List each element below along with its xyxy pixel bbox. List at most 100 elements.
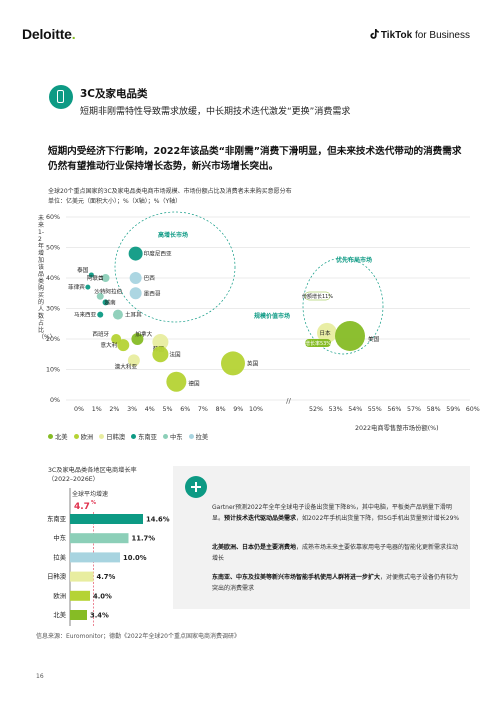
insight-1: Gartner预测2022年全年全球电子设备出货量下降8%，其中电脑，平板类产品… — [212, 504, 460, 522]
x-tick-label: 52% — [309, 406, 323, 413]
tiktok-logo: TikTok for Business — [370, 28, 470, 41]
avg-value: 4.7 — [74, 502, 90, 512]
bubble-point — [96, 292, 104, 300]
legend-swatch — [188, 434, 194, 439]
x-tick-label: 58% — [427, 406, 441, 413]
usa-value-label: 1,818 — [338, 299, 362, 308]
bubble-point — [131, 333, 144, 345]
point-label: 美国 — [368, 335, 380, 343]
bubble-point — [117, 339, 130, 352]
growth-tag-text: 增长率53% — [305, 340, 331, 347]
bar-value-label: 4.0% — [93, 592, 112, 600]
bar-chart-title: 3C及家电品类各地区电商增长率 （2022–2026E） — [48, 467, 137, 483]
bubble-point — [129, 287, 142, 300]
bar — [70, 552, 120, 563]
x-tick-label: 8% — [216, 406, 226, 413]
bubble-point — [152, 346, 169, 363]
growth-tag — [305, 339, 331, 347]
point-label: 印度尼西亚 — [144, 250, 172, 258]
x-tick-label: 9% — [233, 406, 243, 413]
point-label: 马来西亚 — [74, 311, 97, 319]
x-tick-label: 54% — [348, 406, 362, 413]
bar-value-label: 10.0% — [123, 554, 147, 562]
share-tag — [304, 291, 331, 301]
bubble-point — [97, 311, 104, 318]
bar-value-label: 11.7% — [132, 535, 156, 543]
zone-high-growth — [114, 211, 236, 323]
point-label: 法国 — [169, 350, 181, 358]
legend-item: 北美 — [48, 434, 68, 441]
point-label: 越南 — [105, 298, 117, 306]
x-tick-label: 57% — [407, 406, 421, 413]
bubble-point — [112, 309, 123, 320]
legend-label: 日韩澳 — [106, 434, 126, 441]
zone-priority — [302, 257, 384, 355]
chart-unit: 单位：亿美元（面积大小）；%（X轴）；%（Y轴） — [48, 198, 182, 205]
scatter-chart: 60% 50% 40% 30% 20% 10% 0% 0% 1% 2% 3% 4% 5% 6% 7% 8% 9%… — [46, 211, 480, 413]
chart-xlabel: 2022电商零售整市场份额(%) — [355, 425, 439, 432]
point-label: 日本 — [319, 329, 331, 337]
bubble-point — [128, 246, 143, 261]
x-tick-label: 1% — [92, 406, 102, 413]
legend-label: 欧洲 — [80, 434, 94, 441]
x-tick-label: 55% — [368, 406, 382, 413]
bubble-point — [127, 354, 140, 367]
y-tick-label: 50% — [46, 245, 60, 252]
x-tick-label: 59% — [446, 406, 460, 413]
share-tag-text: 份额增长11% — [302, 293, 333, 300]
point-label: 英国 — [247, 359, 259, 367]
bubble-point — [129, 272, 142, 284]
bubble-point — [220, 351, 245, 376]
legend-label: 拉美 — [195, 434, 209, 441]
bubble-point — [166, 371, 187, 392]
y-tick-label: 0% — [50, 397, 60, 404]
x-tick-label: 3% — [127, 406, 137, 413]
chart-legend: 北美 欧洲 日韩澳 东南亚 中东 拉美 — [48, 432, 214, 441]
bar-value-label: 3.4% — [90, 612, 109, 620]
bubble-point — [317, 322, 337, 343]
avg-label: 全球平均增速 — [72, 490, 108, 498]
x-tick-label: 7% — [198, 406, 208, 413]
x-tick-label: 60% — [466, 406, 480, 413]
point-label: 土耳其 — [125, 311, 142, 319]
y-tick-label: 30% — [46, 306, 60, 313]
point-label: 沙特阿拉伯 — [94, 287, 122, 295]
bubble-point — [335, 320, 365, 351]
x-tick-label: 4% — [145, 406, 155, 413]
legend-item: 拉美 — [188, 434, 209, 441]
point-label: 泰国 — [77, 266, 89, 274]
insight-box: Gartner预测2022年全年全球电子设备出货量下降8%，其中电脑，平板类产品… — [173, 466, 470, 609]
point-label: 西班牙 — [92, 330, 109, 338]
point-label: 菲律宾 — [68, 283, 85, 291]
legend-label: 北美 — [55, 434, 68, 441]
x-tick-label: 6% — [180, 406, 190, 413]
x-tick-label: 2% — [109, 406, 119, 413]
bar — [70, 590, 90, 601]
legend-label: 中东 — [169, 434, 183, 441]
bar-chart: 全球平均增速 4.7 % 东南亚 14.6% 中东 11.7% 拉美 10.0% 日韩澳 4.7% 欧… — [47, 488, 170, 626]
legend-item: 欧洲 — [73, 434, 94, 441]
zone-label: 优先布局市场 — [336, 256, 372, 264]
x-tick-label: 56% — [387, 406, 401, 413]
bar-value-label: 14.6% — [146, 516, 170, 524]
y-tick-label: 20% — [46, 336, 60, 343]
page-number: 16 — [36, 673, 44, 680]
legend-swatch — [48, 434, 53, 439]
y-tick-label: 40% — [46, 275, 60, 282]
x-tick-label: 10% — [249, 406, 263, 413]
insight-2: 北美欧洲、日本仍是主要消费地，成熟市场未来主要依靠家用电子电器的智能化更新需求拉… — [212, 544, 459, 562]
headline: 短期内受经济下行影响，2022年该品类“非刚需”消费下滑明显，但未来技术迭代带动… — [48, 146, 462, 172]
bar — [70, 533, 129, 544]
bubble-point — [101, 274, 110, 282]
point-label: 意大利 — [100, 341, 117, 349]
point-label: 墨西哥 — [144, 290, 161, 297]
legend-item: 中东 — [162, 434, 183, 441]
x-tick-label: 0% — [74, 406, 84, 413]
y-tick-label: 60% — [46, 214, 60, 221]
bubble-point — [85, 284, 91, 290]
point-label: 阿联酋 — [87, 274, 104, 282]
bar-region-label: 欧洲 — [53, 591, 66, 600]
bubble-point — [152, 334, 169, 351]
bar — [70, 571, 94, 582]
legend-swatch — [73, 434, 79, 439]
